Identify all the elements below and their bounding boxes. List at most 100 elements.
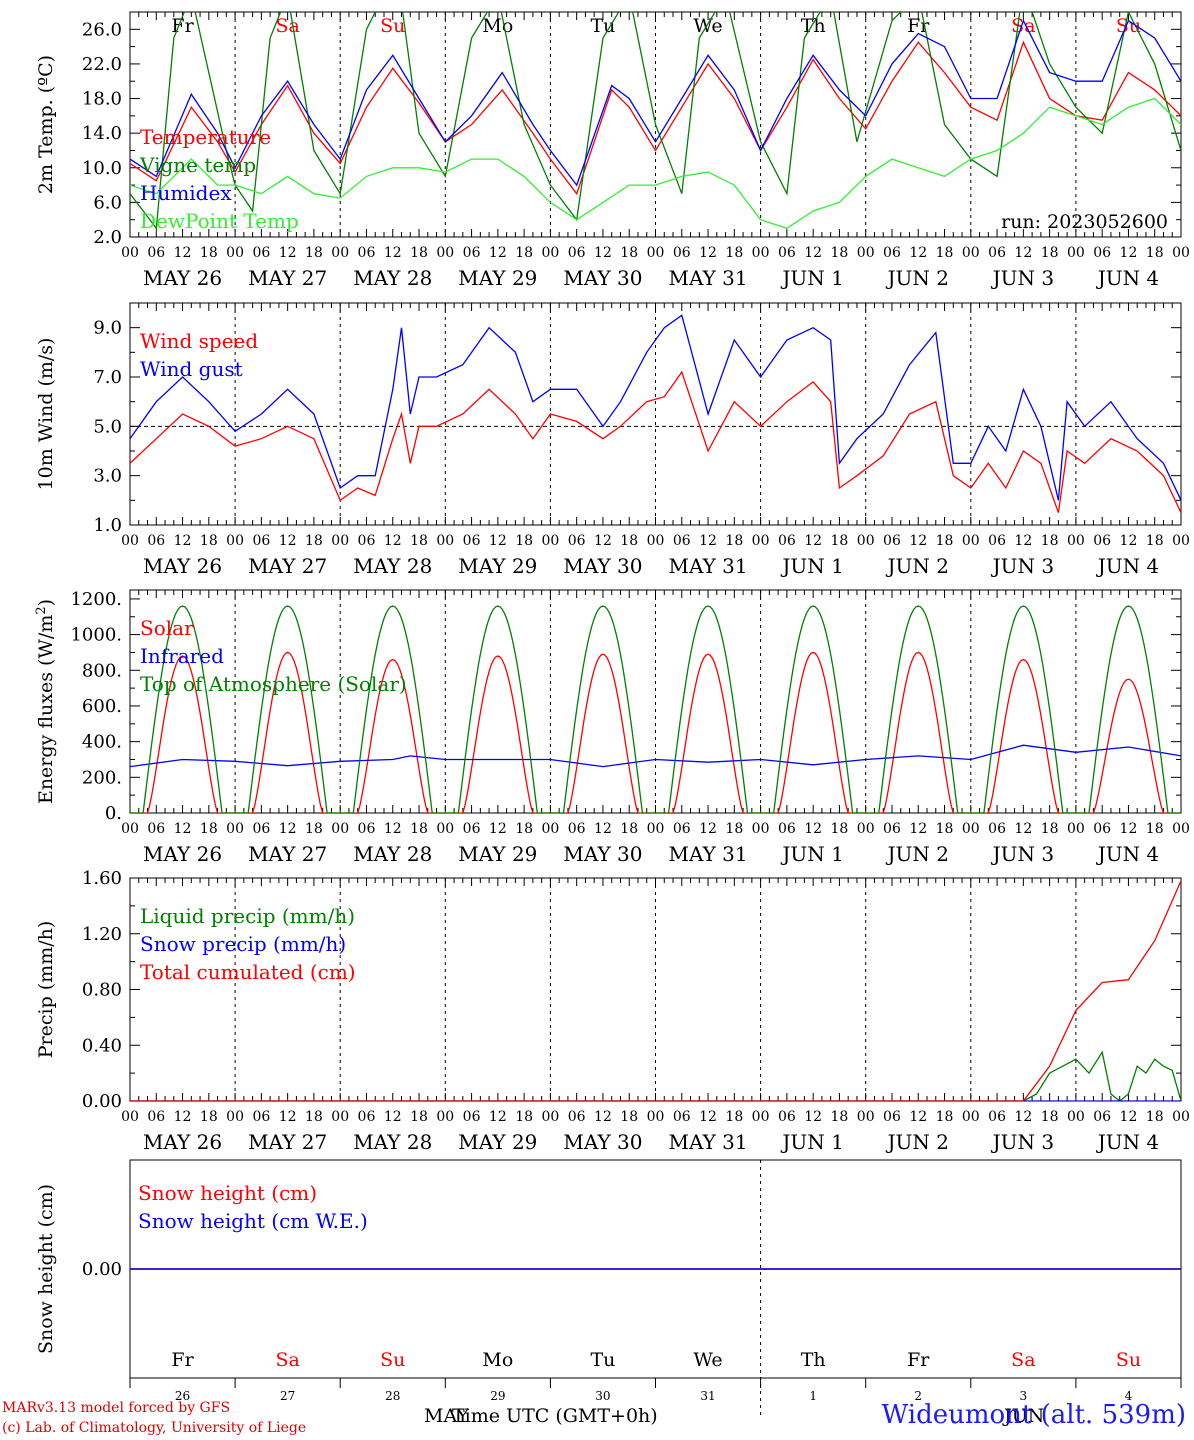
date-label: MAY 28	[353, 554, 432, 578]
hour-tick-label: 00	[436, 821, 454, 837]
hour-tick-label: 06	[147, 1109, 165, 1125]
hour-tick-label: 00	[962, 1109, 980, 1125]
date-label: MAY 27	[248, 842, 327, 866]
hour-tick-label: 06	[568, 245, 586, 261]
date-label: JUN 1	[780, 1130, 843, 1154]
hour-tick-label: 00	[226, 245, 244, 261]
hour-tick-label: 12	[279, 1109, 297, 1125]
date-label: JUN 3	[991, 842, 1054, 866]
y-axis-label: 2m Temp. (ºC)	[35, 55, 57, 194]
date-label: MAY 27	[248, 554, 327, 578]
date-label: MAY 29	[458, 554, 537, 578]
hour-tick-label: 18	[200, 245, 218, 261]
date-label: JUN 2	[886, 554, 949, 578]
hour-tick-label: 18	[620, 821, 638, 837]
legend-entry: Snow height (cm)	[138, 1181, 317, 1205]
month-label-jun: JUN	[1004, 1405, 1045, 1427]
credit-line-1: MARv3.13 model forced by GFS	[2, 1400, 231, 1416]
hour-tick-label: 12	[279, 245, 297, 261]
hour-tick-label: 06	[673, 533, 691, 549]
hour-tick-label: 00	[962, 245, 980, 261]
y-tick-label: 0.00	[82, 1091, 122, 1112]
y-tick-label: 1.0	[93, 515, 122, 536]
date-label: MAY 31	[668, 1130, 747, 1154]
date-label: JUN 1	[780, 842, 843, 866]
hour-tick-label: 12	[1014, 1109, 1032, 1125]
hour-tick-label: 12	[909, 821, 927, 837]
panel-4: 0.00 0.40 0.80 1.20 1.60 Precip (mm/h) 00 06 12 1…	[35, 868, 1190, 1154]
hour-tick-label: 18	[831, 821, 849, 837]
date-label: MAY 31	[668, 842, 747, 866]
hour-tick-label: 00	[1067, 1109, 1085, 1125]
hour-tick-label: 12	[594, 821, 612, 837]
hour-tick-label: 00	[962, 533, 980, 549]
hour-tick-label: 18	[620, 245, 638, 261]
hour-tick-label: 12	[279, 533, 297, 549]
hour-tick-label: 12	[384, 1109, 402, 1125]
date-label: MAY 29	[458, 1130, 537, 1154]
hour-tick-label: 18	[1146, 821, 1164, 837]
series-line-2	[130, 605, 1181, 813]
hour-tick-label: 12	[489, 1109, 507, 1125]
date-label: MAY 31	[668, 554, 747, 578]
hour-tick-label: 06	[358, 245, 376, 261]
hour-tick-label: 00	[226, 1109, 244, 1125]
y-tick-label: 0.80	[82, 980, 122, 1001]
series-line-3	[130, 97, 1181, 230]
hour-tick-label: 18	[515, 245, 533, 261]
date-label: JUN 4	[1096, 554, 1159, 578]
hour-tick-label: 12	[1014, 533, 1032, 549]
hour-tick-label: 00	[1067, 533, 1085, 549]
hour-tick-label: 00	[121, 533, 139, 549]
weekday-label: Th	[801, 1349, 826, 1371]
weekday-label: Sa	[1011, 1349, 1035, 1371]
hour-tick-label: 06	[463, 245, 481, 261]
hour-tick-label: 18	[200, 821, 218, 837]
date-label: MAY 30	[563, 1130, 642, 1154]
day-number-label: 30	[595, 1389, 610, 1403]
legend-entry: Snow height (cm W.E.)	[138, 1209, 368, 1233]
day-number-label: 2	[914, 1389, 922, 1403]
run-annotation: run: 2023052600	[1001, 211, 1168, 233]
hour-tick-label: 12	[909, 1109, 927, 1125]
weekday-label: Sa	[275, 15, 299, 37]
hour-tick-label: 06	[358, 533, 376, 549]
hour-tick-label: 06	[778, 245, 796, 261]
hour-tick-label: 00	[1172, 1109, 1190, 1125]
hour-tick-label: 00	[1172, 533, 1190, 549]
weekday-label: Mo	[482, 15, 513, 37]
hour-tick-label: 12	[174, 245, 192, 261]
hour-tick-label: 12	[594, 1109, 612, 1125]
y-tick-label: 200.	[82, 767, 122, 788]
day-number-label: 26	[175, 1389, 190, 1403]
legend-entry: Infrared	[140, 644, 224, 668]
hour-tick-label: 06	[358, 821, 376, 837]
hour-tick-label: 00	[226, 533, 244, 549]
hour-tick-label: 00	[647, 533, 665, 549]
hour-tick-label: 00	[752, 1109, 770, 1125]
legend-entry: Temperature	[140, 125, 271, 149]
hour-tick-label: 18	[1146, 1109, 1164, 1125]
hour-tick-label: 12	[384, 533, 402, 549]
hour-tick-label: 00	[226, 821, 244, 837]
hour-tick-label: 06	[147, 821, 165, 837]
hour-tick-label: 12	[489, 533, 507, 549]
series-line-1	[130, 744, 1181, 768]
y-tick-label: 10.0	[82, 158, 122, 179]
date-label: MAY 27	[248, 1130, 327, 1154]
hour-tick-label: 06	[358, 1109, 376, 1125]
hour-tick-label: 00	[857, 245, 875, 261]
hour-tick-label: 12	[804, 245, 822, 261]
series-line-2	[130, 19, 1181, 187]
weekday-label: Su	[1116, 15, 1141, 37]
date-label: MAY 30	[563, 266, 642, 290]
hour-tick-label: 18	[515, 1109, 533, 1125]
legend-entry: DewPoint Temp	[140, 209, 299, 233]
hour-tick-label: 12	[804, 533, 822, 549]
hour-tick-label: 00	[1172, 245, 1190, 261]
weekday-label: Fr	[907, 1349, 930, 1371]
y-tick-label: 14.0	[82, 123, 122, 144]
hour-tick-label: 12	[279, 821, 297, 837]
legend-entry: Solar	[140, 616, 194, 640]
y-axis-label: Energy fluxes (W/m2)	[34, 599, 58, 804]
